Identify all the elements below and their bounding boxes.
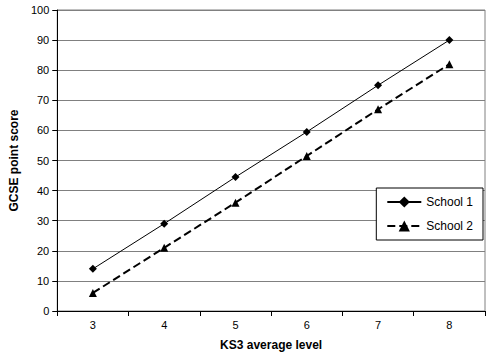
- svg-text:0: 0: [43, 305, 49, 317]
- svg-text:10: 10: [37, 275, 49, 287]
- svg-text:60: 60: [37, 124, 49, 136]
- svg-text:School 1: School 1: [426, 195, 473, 209]
- svg-text:GCSE point score: GCSE point score: [7, 109, 21, 211]
- svg-text:90: 90: [37, 34, 49, 46]
- svg-text:30: 30: [37, 215, 49, 227]
- svg-text:8: 8: [446, 319, 452, 331]
- svg-text:100: 100: [31, 4, 49, 16]
- svg-text:3: 3: [90, 319, 96, 331]
- svg-text:4: 4: [161, 319, 167, 331]
- svg-text:School 2: School 2: [426, 219, 473, 233]
- svg-text:70: 70: [37, 94, 49, 106]
- svg-text:20: 20: [37, 245, 49, 257]
- svg-text:7: 7: [375, 319, 381, 331]
- svg-text:50: 50: [37, 155, 49, 167]
- svg-text:KS3 average level: KS3 average level: [220, 338, 322, 352]
- svg-text:6: 6: [304, 319, 310, 331]
- svg-text:80: 80: [37, 64, 49, 76]
- svg-text:5: 5: [232, 319, 238, 331]
- svg-text:40: 40: [37, 185, 49, 197]
